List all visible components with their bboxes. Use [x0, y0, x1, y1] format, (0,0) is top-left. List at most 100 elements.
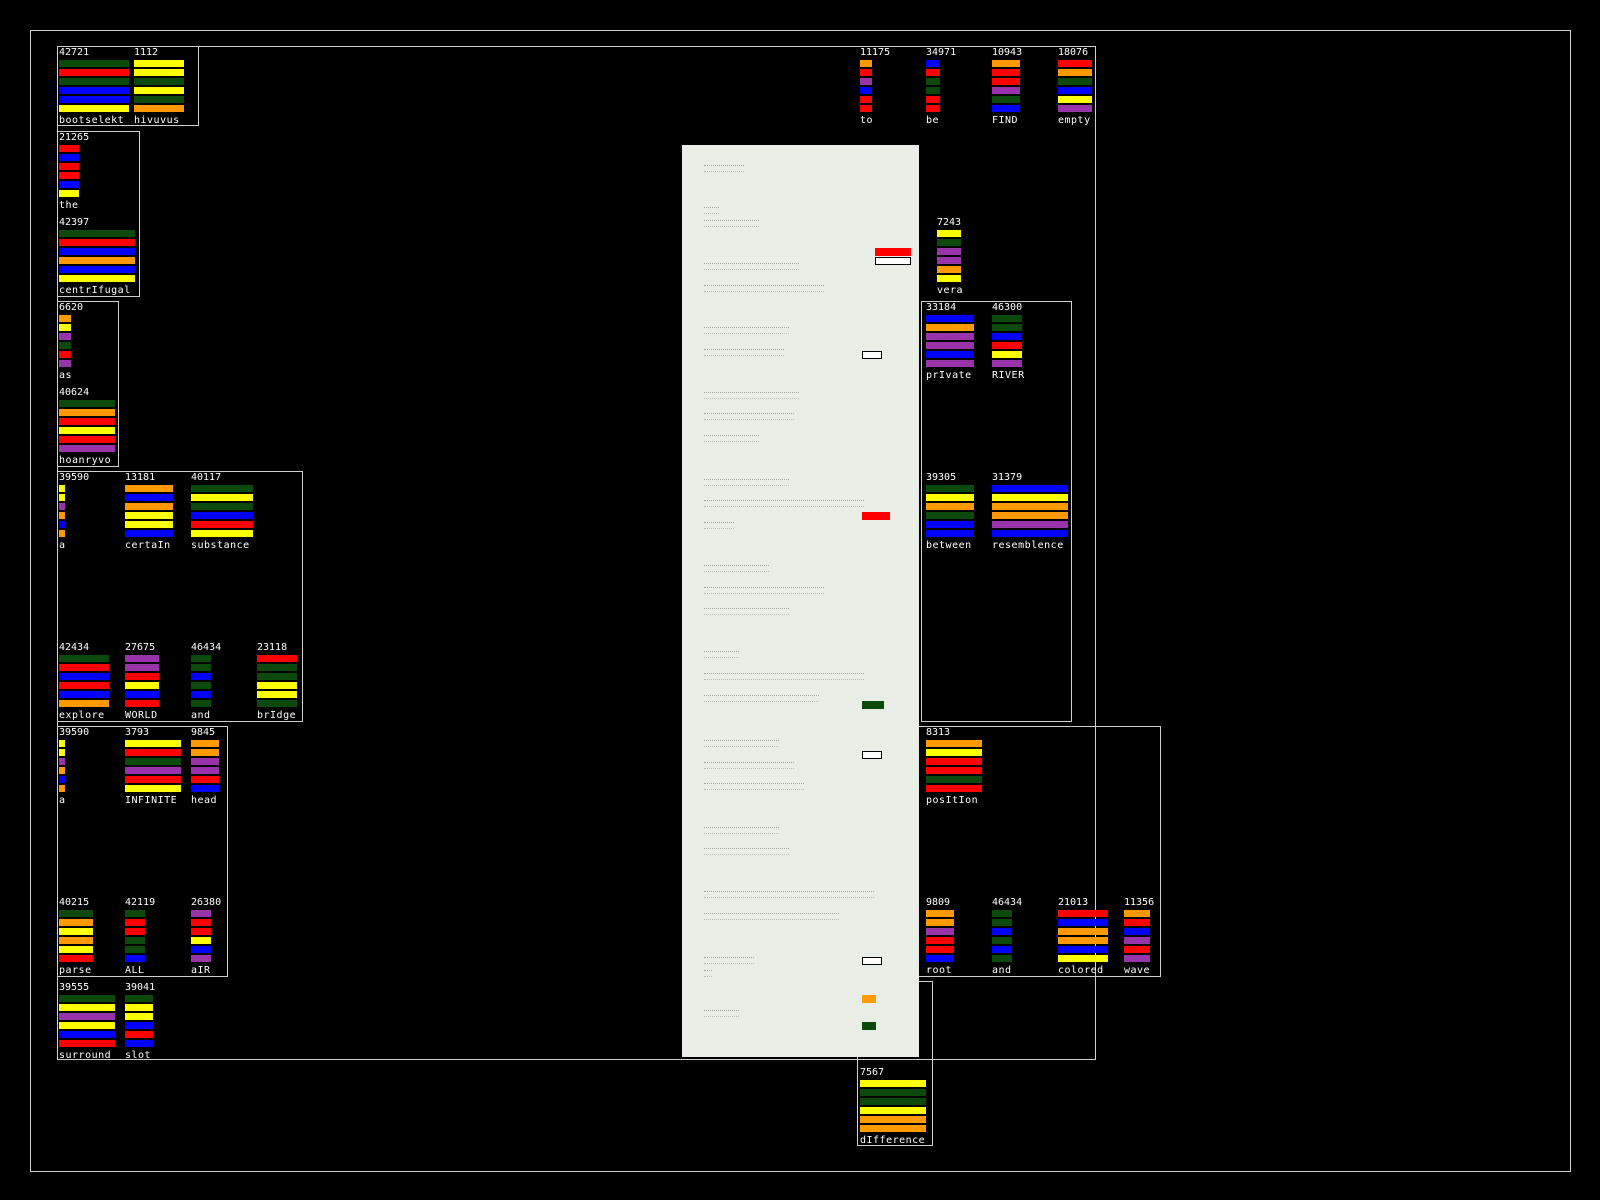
color-bar-green: [992, 315, 1022, 322]
color-bar-yellow: [191, 494, 253, 501]
color-bar-purple: [191, 767, 219, 774]
color-bar-orange: [59, 257, 135, 264]
outer-frame: [30, 30, 1571, 1172]
color-bar-green: [992, 96, 1020, 103]
color-bar-red: [125, 700, 159, 707]
document-text-line: [704, 848, 789, 855]
color-bar-orange: [992, 512, 1068, 519]
word-label: vera: [937, 285, 964, 296]
color-bar-yellow: [937, 275, 961, 282]
color-bar-blue: [59, 96, 129, 103]
document-text-line: [704, 327, 789, 334]
color-bar-orange: [860, 1125, 926, 1132]
word-count: 46434: [992, 897, 1023, 908]
color-bar-purple: [59, 333, 71, 340]
document-text-line: [704, 740, 779, 747]
color-bar-blue: [992, 530, 1068, 537]
document-text-line: [704, 349, 784, 356]
color-bar-red: [59, 351, 71, 358]
word-label: and: [992, 965, 1012, 976]
color-bar-yellow: [59, 190, 79, 197]
color-bar-purple: [992, 521, 1068, 528]
document-text-line: [704, 913, 839, 920]
color-bar-red: [191, 521, 253, 528]
word-count: 40117: [191, 472, 222, 483]
word-count: 39555: [59, 982, 90, 993]
color-bar-blue: [992, 928, 1012, 935]
color-bar-red: [1058, 60, 1092, 67]
color-bar-red: [59, 145, 79, 152]
cluster-frame-1: [57, 46, 199, 126]
color-bar-red: [1058, 910, 1108, 917]
word-count: 8313: [926, 727, 951, 738]
word-count: 21265: [59, 132, 90, 143]
word-count: 42434: [59, 642, 90, 653]
color-bar-orange: [134, 105, 184, 112]
color-bar-yellow: [59, 427, 115, 434]
word-count: 34971: [926, 47, 957, 58]
color-bar-yellow: [59, 324, 71, 331]
color-bar-yellow: [860, 1080, 926, 1087]
color-bar-blue: [992, 105, 1020, 112]
color-bar-green: [134, 78, 184, 85]
word-label: FIND: [992, 115, 1019, 126]
color-bar-green: [937, 239, 961, 246]
word-count: 33184: [926, 302, 957, 313]
color-bar-yellow: [125, 682, 159, 689]
color-bar-green: [59, 78, 129, 85]
color-bar-yellow: [1058, 955, 1108, 962]
color-bar-green: [59, 400, 115, 407]
color-bar-yellow: [125, 1013, 153, 1020]
color-bar-blue: [125, 691, 159, 698]
word-label: posItIon: [926, 795, 979, 806]
document-text-line: [704, 500, 864, 507]
color-bar-red: [59, 682, 109, 689]
color-bar-red: [59, 955, 93, 962]
word-count: 11175: [860, 47, 891, 58]
word-label: parse: [59, 965, 92, 976]
word-label: hoanryvo: [59, 455, 112, 466]
word-label: dIfference: [860, 1135, 926, 1146]
color-bar-blue: [926, 351, 974, 358]
word-label: brIdge: [257, 710, 297, 721]
word-label: to: [860, 115, 874, 126]
word-label: be: [926, 115, 940, 126]
color-bar-orange: [59, 315, 71, 322]
color-bar-orange: [860, 60, 872, 67]
color-bar-red: [125, 919, 145, 926]
color-bar-yellow: [191, 937, 211, 944]
color-bar-red: [860, 105, 872, 112]
color-bar-red: [59, 239, 135, 246]
color-bar-yellow: [59, 105, 129, 112]
document-text-line: [704, 970, 712, 977]
color-bar-yellow: [134, 87, 184, 94]
word-label: ALL: [125, 965, 145, 976]
document-marker-outline: [862, 351, 882, 359]
color-bar-red: [926, 105, 940, 112]
color-bar-orange: [1058, 937, 1108, 944]
document-text-line: [704, 413, 794, 420]
color-bar-blue: [59, 673, 109, 680]
word-label: empty: [1058, 115, 1091, 126]
color-bar-orange: [59, 937, 93, 944]
color-bar-purple: [926, 342, 974, 349]
word-count: 9809: [926, 897, 951, 908]
word-label: between: [926, 540, 972, 551]
color-bar-yellow: [992, 494, 1068, 501]
color-bar-purple: [1124, 955, 1150, 962]
word-label: and: [191, 710, 211, 721]
color-bar-green: [191, 655, 211, 662]
color-bar-yellow: [992, 351, 1022, 358]
color-bar-red: [59, 436, 115, 443]
color-bar-green: [125, 995, 153, 1002]
word-label: colored: [1058, 965, 1104, 976]
document-text-line: [704, 263, 799, 270]
word-count: 18076: [1058, 47, 1089, 58]
color-bar-orange: [926, 919, 954, 926]
color-bar-orange: [59, 530, 65, 537]
color-bar-orange: [1058, 69, 1092, 76]
color-bar-green: [191, 700, 211, 707]
color-bar-purple: [926, 333, 974, 340]
word-label: root: [926, 965, 953, 976]
cluster-frame-2: [57, 131, 140, 297]
